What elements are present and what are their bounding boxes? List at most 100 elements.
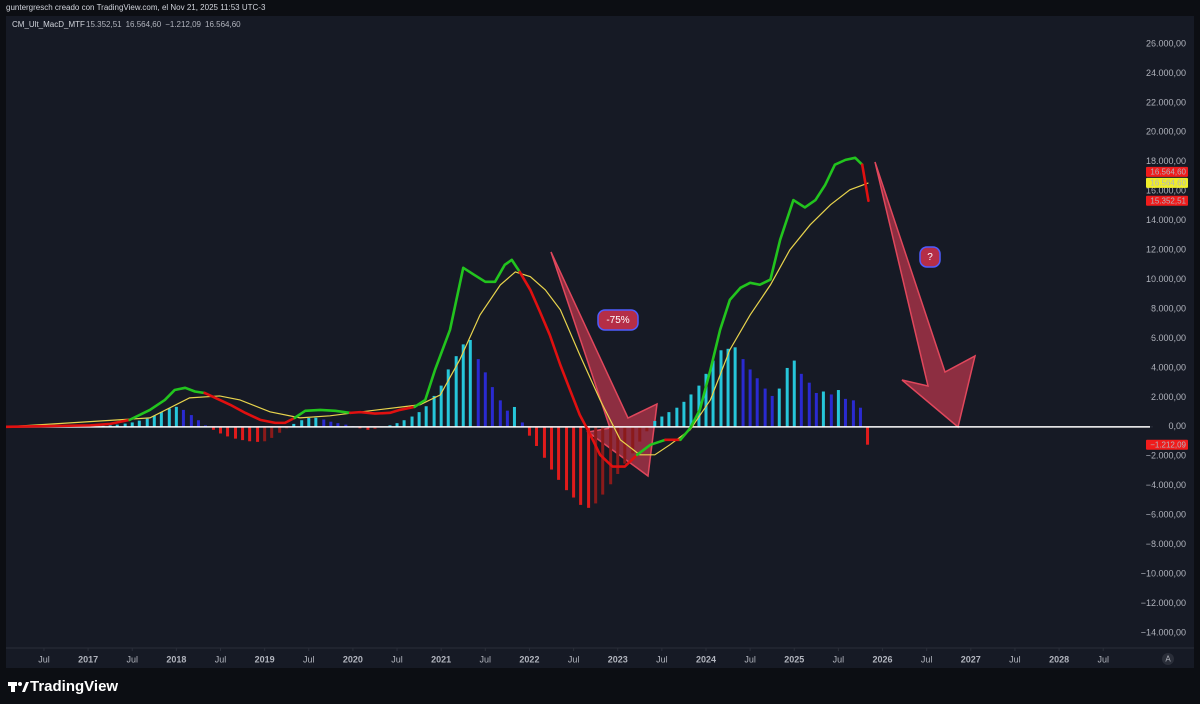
histogram-bar — [682, 401, 686, 427]
x-tick-label: 2018 — [166, 654, 186, 664]
histogram-bar — [130, 422, 134, 427]
price-tag-label: 16.564,60 — [1150, 179, 1186, 188]
price-tag — [1146, 195, 1188, 206]
x-tick-label: Jul — [744, 654, 756, 664]
y-tick-label: 8.000,00 — [1151, 303, 1186, 313]
histogram-bar — [829, 394, 833, 427]
histogram-bar — [461, 344, 465, 427]
histogram-bar — [667, 412, 671, 427]
histogram-bar — [638, 426, 642, 442]
histogram-bar — [726, 348, 730, 427]
histogram-bar — [402, 420, 406, 427]
signal-line — [6, 182, 869, 456]
histogram-bar — [777, 388, 781, 427]
histogram-bar — [601, 426, 605, 495]
histogram-bar — [814, 392, 818, 427]
histogram-bar — [292, 423, 296, 427]
x-tick-label: Jul — [833, 654, 845, 664]
histogram-bar — [483, 372, 487, 427]
histogram-bar — [152, 415, 156, 427]
y-tick-label: 12.000,00 — [1146, 245, 1186, 255]
histogram-bar — [322, 419, 326, 427]
histogram-bar — [439, 385, 443, 427]
y-tick-label: 22.000,00 — [1146, 97, 1186, 107]
x-tick-label: Jul — [391, 654, 403, 664]
x-tick-label: Jul — [38, 654, 50, 664]
histogram-bar — [167, 408, 171, 427]
histogram-bar — [719, 350, 723, 427]
histogram-bar — [623, 426, 627, 464]
auto-scale-button[interactable] — [1162, 653, 1174, 665]
histogram-bar — [866, 426, 870, 445]
histogram-bar — [609, 426, 613, 485]
histogram-bar — [527, 426, 531, 436]
histogram-bar — [763, 388, 767, 427]
x-tick-label: 2017 — [78, 654, 98, 664]
annotation-text: -75% — [606, 315, 629, 326]
histogram-bar — [344, 424, 348, 427]
x-tick-label: Jul — [656, 654, 668, 664]
histogram-bar — [226, 426, 230, 437]
x-tick-label: 2028 — [1049, 654, 1069, 664]
y-tick-label: 10.000,00 — [1146, 274, 1186, 284]
brand-name: TradingView — [30, 678, 118, 695]
histogram-bar — [270, 426, 274, 438]
histogram-bar — [785, 367, 789, 427]
x-tick-label: Jul — [1009, 654, 1021, 664]
logo-part — [18, 682, 22, 686]
histogram-bar — [476, 359, 480, 427]
histogram-bar — [181, 409, 185, 427]
histogram-bar — [843, 398, 847, 427]
indicator-value: −1.212,09 — [165, 20, 201, 29]
x-tick-label: 2023 — [608, 654, 628, 664]
annotation-bubble — [597, 309, 639, 331]
histogram-bar — [792, 360, 796, 427]
histogram-bar — [432, 395, 436, 427]
histogram-bar — [336, 423, 340, 427]
x-tick-label: Jul — [126, 654, 138, 664]
histogram-bar — [565, 426, 569, 491]
indicator-name: CM_Ult_MacD_MTF — [12, 20, 85, 29]
histogram-bar — [219, 426, 222, 434]
macd-line — [679, 156, 864, 442]
histogram-bar — [799, 373, 803, 427]
histogram-bar — [520, 422, 524, 427]
price-tag — [1146, 439, 1188, 450]
x-tick-label: 2021 — [431, 654, 451, 664]
histogram-bar — [410, 416, 414, 427]
histogram-bar — [542, 426, 546, 458]
histogram-bar — [159, 412, 163, 427]
histogram-bar — [314, 417, 318, 427]
y-tick-label: 14.000,00 — [1146, 215, 1186, 225]
histogram-bar — [468, 339, 472, 427]
histogram-bar — [123, 423, 127, 427]
indicator-value: 16.564,60 — [126, 20, 162, 29]
histogram-bar — [733, 347, 737, 427]
logo-part — [11, 682, 15, 692]
macd-line — [860, 163, 870, 203]
histogram-bar — [660, 416, 664, 427]
plot-area — [6, 156, 1150, 508]
histogram-bar — [836, 390, 840, 427]
histogram-bar — [366, 426, 370, 430]
x-tick-label: Jul — [303, 654, 315, 664]
histogram-bar — [307, 418, 311, 427]
histogram-bar — [417, 412, 421, 427]
histogram-bar — [689, 394, 693, 427]
price-tag-label: −1.212,09 — [1150, 440, 1186, 449]
y-tick-label: −14.000,00 — [1141, 627, 1186, 637]
brand-logo — [8, 682, 29, 692]
macd-line — [635, 438, 667, 457]
x-tick-label: 2024 — [696, 654, 716, 664]
auto-scale-label[interactable]: A — [1165, 655, 1171, 664]
y-tick-label: 16.000,00 — [1146, 186, 1186, 196]
histogram-bar — [189, 415, 193, 427]
histogram-bar — [755, 378, 759, 427]
annotation-bubble — [919, 246, 941, 268]
price-tag — [1146, 177, 1188, 188]
histogram-bar — [535, 426, 539, 446]
y-tick-label: 2.000,00 — [1151, 392, 1186, 402]
x-tick-label: 2025 — [784, 654, 804, 664]
y-tick-label: −8.000,00 — [1146, 539, 1186, 549]
